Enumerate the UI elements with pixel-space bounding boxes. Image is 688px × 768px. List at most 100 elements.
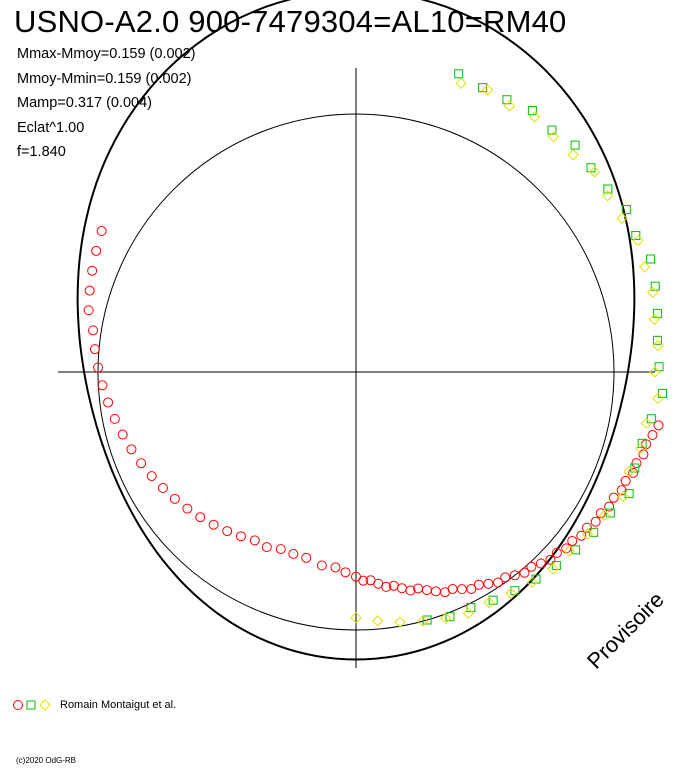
square-point	[570, 140, 580, 150]
circle-point	[97, 380, 108, 391]
square-point	[653, 308, 663, 318]
circle-point	[396, 583, 407, 594]
circle-point	[483, 578, 494, 589]
diamond-point	[439, 612, 452, 625]
circle-point	[519, 567, 530, 578]
circle-point	[103, 397, 114, 408]
circle-point	[340, 567, 351, 578]
legend-circle-marker	[13, 700, 23, 710]
circle-point	[330, 562, 341, 573]
circle-point	[109, 413, 120, 424]
circle-point	[388, 580, 399, 591]
circle-point	[545, 554, 556, 565]
square-point	[603, 184, 613, 194]
circle-point	[466, 583, 477, 594]
square-point	[502, 95, 512, 105]
circle-point	[83, 305, 94, 316]
square-point	[551, 560, 561, 570]
diamond-point	[652, 339, 664, 352]
diamond-point	[547, 563, 559, 575]
circle-point	[413, 583, 424, 594]
diamond-point	[598, 509, 610, 522]
stats-block: Mmax-Mmoy=0.159 (0.002) Mmoy-Mmin=0.159 …	[17, 44, 196, 167]
diamond-point	[455, 77, 467, 90]
circle-point	[638, 449, 649, 460]
diamond-point	[483, 596, 495, 609]
circle-point	[182, 503, 193, 514]
circle-point	[195, 512, 206, 523]
circle-point	[551, 547, 562, 558]
diamond-point	[640, 417, 653, 429]
circle-point	[500, 572, 511, 583]
square-point	[466, 603, 476, 613]
circle-point	[456, 584, 467, 595]
square-point	[547, 125, 557, 135]
square-point	[478, 83, 488, 93]
square-point	[652, 335, 662, 345]
diamond-point	[547, 130, 560, 143]
legend-label: Romain Montaigut et al.	[60, 699, 177, 711]
circle-point	[84, 285, 95, 296]
square-point	[654, 362, 664, 372]
diamond-point	[647, 286, 659, 299]
data-points	[83, 69, 667, 628]
circle-point	[88, 325, 99, 336]
circle-point	[631, 458, 642, 469]
circle-point	[581, 522, 592, 533]
square-point	[527, 106, 537, 116]
circle-point	[430, 586, 441, 597]
square-point	[637, 438, 647, 448]
circle-point	[157, 482, 168, 493]
circle-point	[96, 226, 107, 237]
diamond-point	[635, 442, 647, 455]
circle-point	[208, 519, 219, 530]
circle-point	[126, 444, 137, 455]
diamond-point	[616, 212, 628, 225]
circle-point	[421, 585, 432, 596]
diamond-point	[563, 545, 576, 557]
circle-point	[93, 362, 104, 373]
legend-markers	[13, 699, 51, 711]
diamond-point	[588, 166, 601, 178]
diamond-point	[394, 616, 406, 628]
square-point	[422, 615, 432, 625]
credit-text: (c)2020 OdG-RB	[16, 756, 77, 765]
circle-point	[616, 485, 627, 496]
diamond-point	[581, 528, 594, 540]
circle-point	[492, 577, 503, 588]
diamond-point	[623, 465, 635, 478]
stat-frequency: f=1.840	[17, 144, 66, 160]
circle-point	[653, 420, 664, 431]
diamond-point	[462, 607, 475, 619]
circle-point	[89, 344, 100, 355]
diamond-point	[617, 490, 629, 503]
diamond-point	[350, 611, 362, 624]
circle-point	[628, 467, 639, 478]
square-point	[657, 388, 667, 398]
circle-point	[136, 458, 147, 469]
circle-point	[169, 493, 180, 504]
circle-point	[561, 543, 572, 554]
diamond-point	[652, 392, 664, 405]
square-point	[645, 254, 655, 264]
circle-point	[222, 526, 233, 537]
circle-point	[365, 575, 376, 586]
diamond-point	[417, 615, 429, 627]
square-point	[650, 281, 660, 291]
diamond-point	[567, 149, 579, 161]
circle-point	[275, 544, 286, 555]
circle-point	[608, 492, 619, 503]
circle-point	[439, 587, 450, 598]
circle-point	[576, 530, 587, 541]
circle-point	[604, 501, 615, 512]
square-point	[589, 527, 599, 537]
circle-point	[526, 561, 537, 572]
diamond-point	[632, 234, 644, 247]
circle-point	[91, 245, 102, 256]
circle-point	[595, 508, 606, 519]
circle-point	[590, 516, 601, 527]
diamond-point	[601, 190, 614, 202]
circle-point	[249, 535, 260, 546]
diamond-point	[505, 587, 517, 600]
